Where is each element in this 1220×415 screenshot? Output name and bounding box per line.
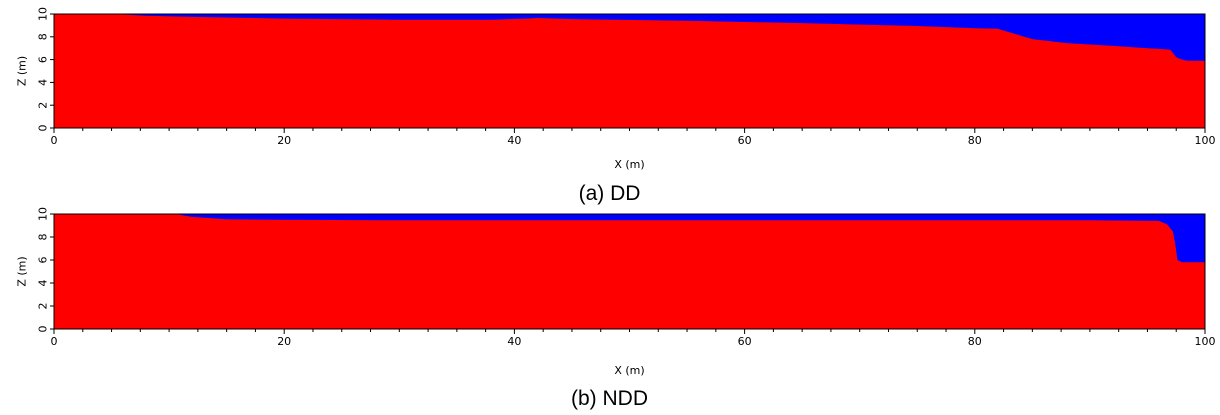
x-tick-label: 80: [968, 335, 982, 348]
x-tick-label: 0: [51, 335, 58, 348]
y-tick-label: 6: [37, 257, 50, 264]
y-tick-label: 0: [37, 125, 50, 132]
x-tick-label: 60: [738, 134, 752, 147]
y-tick-label: 2: [37, 303, 50, 310]
x-tick-label: 40: [507, 134, 521, 147]
panel-dd: 0 20 40 60 80 100 0 2 4 6 8 10 X (m) Z (m) (a) DD: [16, 7, 1216, 205]
y-axis-label: Z (m): [16, 256, 29, 286]
x-tick-label: 20: [277, 134, 291, 147]
lower-region: [54, 14, 1205, 128]
y-tick-label: 2: [37, 102, 50, 109]
x-tick-label: 80: [968, 134, 982, 147]
panel-caption: (b) NDD: [571, 387, 648, 410]
y-tick-label: 4: [37, 280, 50, 287]
y-axis-label: Z (m): [16, 56, 29, 86]
x-tick-label: 20: [277, 335, 291, 348]
y-tick-label: 0: [37, 326, 50, 333]
y-tick-label: 10: [37, 7, 50, 21]
panel-caption: (a) DD: [579, 182, 641, 205]
x-tick-label: 100: [1195, 134, 1216, 147]
x-axis-label: X (m): [614, 158, 644, 171]
y-tick-label: 8: [37, 234, 50, 241]
y-tick-label: 4: [37, 79, 50, 86]
x-tick-label: 60: [738, 335, 752, 348]
y-tick-label: 8: [37, 33, 50, 40]
panel-ndd: 0 20 40 60 80 100 0 2 4 6 8 10 X (m) Z (m) (b) NDD: [16, 207, 1216, 410]
y-tick-label: 10: [37, 207, 50, 221]
x-tick-label: 100: [1195, 335, 1216, 348]
x-tick-label: 40: [507, 335, 521, 348]
x-tick-label: 0: [51, 134, 58, 147]
x-axis-label: X (m): [614, 364, 644, 377]
lower-region: [54, 214, 1205, 329]
y-tick-label: 6: [37, 56, 50, 63]
